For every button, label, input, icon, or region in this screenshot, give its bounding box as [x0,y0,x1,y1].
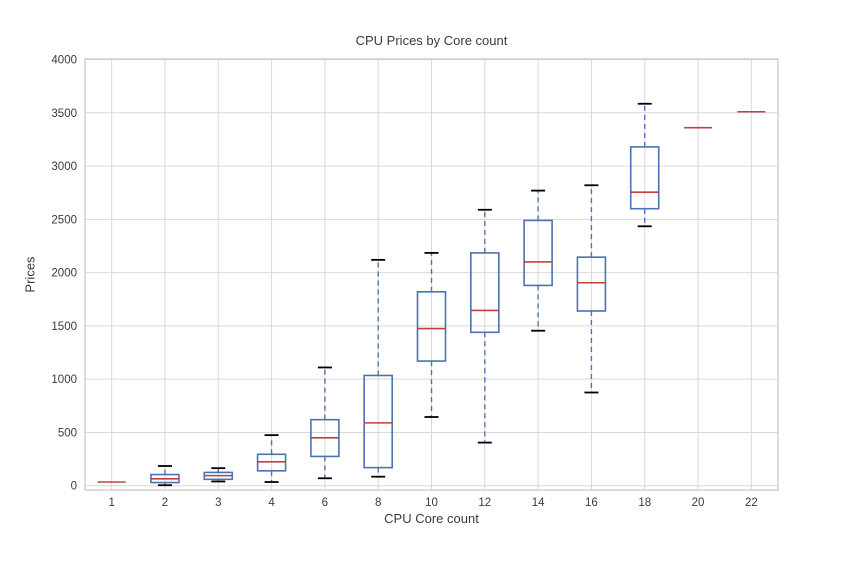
y-tick-label: 2500 [51,214,77,226]
box-core-8 [363,374,393,469]
box-core-14 [523,219,553,287]
box-core-16 [576,256,607,312]
box-core-12 [470,252,500,334]
y-tick-label: 4000 [51,55,77,67]
chart-title: CPU Prices by Core count [355,33,508,48]
x-tick-label: 20 [692,497,705,509]
x-axis-label: CPU Core count [384,511,479,526]
x-tick-label: 2 [162,497,168,509]
x-tick-label: 1 [108,497,114,509]
x-tick-label: 22 [745,497,758,509]
y-tick-label: 3000 [51,161,77,173]
x-tick-label: 3 [215,497,221,509]
x-tick-label: 8 [375,497,381,509]
y-tick-label: 500 [58,427,77,439]
x-tick-label: 10 [425,497,438,509]
y-tick-label: 1000 [51,374,77,386]
plot-border [84,58,779,491]
x-tick-label: 18 [638,497,651,509]
x-tick-label: 14 [532,497,545,509]
x-tick-label: 6 [322,497,328,509]
box-core-18 [629,146,660,210]
y-tick-label: 3500 [51,108,77,120]
box-core-10 [416,291,447,362]
y-tick-label: 1500 [51,321,77,333]
x-tick-label: 16 [585,497,598,509]
y-tick-label: 2000 [51,268,77,280]
x-tick-label: 4 [268,497,275,509]
x-tick-label: 12 [478,497,491,509]
y-tick-label: 0 [71,481,77,493]
